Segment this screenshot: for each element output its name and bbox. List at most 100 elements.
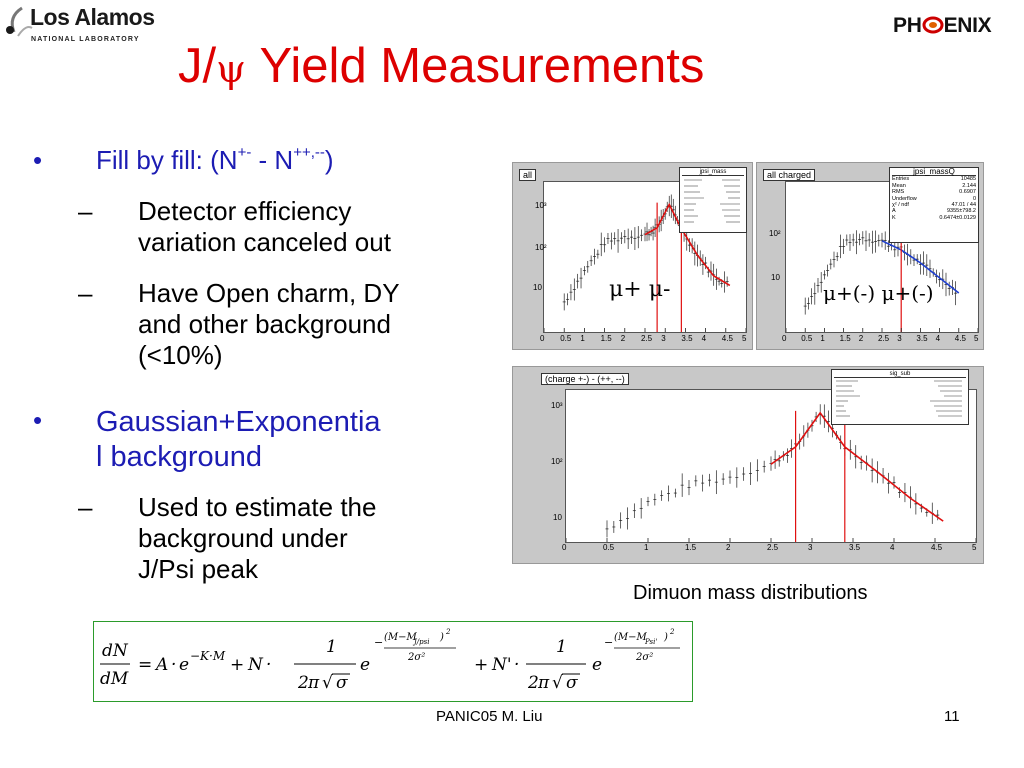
stat-row: Entries 10485 xyxy=(892,176,976,182)
stat-row: Underflow 0 xyxy=(892,196,976,202)
page-title: J/ψ Yield Measurements xyxy=(178,38,704,94)
y-tick: 10² xyxy=(551,457,563,466)
x-tick: 1.5 xyxy=(600,334,612,343)
x-tick: 2.5 xyxy=(641,334,653,343)
sub-bullet-line: background under xyxy=(138,523,348,553)
b1-sup1: +- xyxy=(237,144,252,161)
svg-text:A: A xyxy=(154,655,168,675)
stat-key: K xyxy=(892,214,896,221)
x-tick: 3.5 xyxy=(849,543,861,552)
stat-key: χ² / ndf xyxy=(892,202,909,209)
svg-text:J/psi: J/psi xyxy=(412,638,429,646)
sub-bullet-line: Detector efficiency xyxy=(138,196,352,226)
x-tick: 1 xyxy=(820,334,825,343)
x-tick: 3.5 xyxy=(681,334,693,343)
sub-bullet-open-charm: Have Open charm, DY and other background… xyxy=(138,278,400,371)
x-tick: 3 xyxy=(897,334,902,343)
svg-text:2σ²: 2σ² xyxy=(635,652,653,663)
x-tick: 4.5 xyxy=(721,334,733,343)
svg-text:e: e xyxy=(592,655,602,675)
bullet-fill-by-fill: Fill by fill: (N+- - N++,--) xyxy=(96,145,334,176)
dash-marker: – xyxy=(78,278,93,308)
plot-tag: all xyxy=(519,169,537,181)
plot-tag: (charge +-) - (++, --) xyxy=(541,373,629,385)
stat-value: 2.144 xyxy=(962,182,976,189)
stat-lines xyxy=(684,180,740,223)
svg-text:N': N' xyxy=(491,655,512,675)
lanl-subtitle: NATIONAL LABORATORY xyxy=(31,36,140,43)
y-tick: 10³ xyxy=(535,201,547,210)
bullet-dot: • xyxy=(33,145,43,175)
b1-mid: - N xyxy=(251,145,294,175)
formula-box: dN dM = A · e −K·M + N · 1 2 π √ σ e − (M−M J/… xyxy=(93,621,693,702)
mu-pair-label: μ+ μ- xyxy=(609,277,671,302)
x-tick: 1 xyxy=(644,543,649,552)
b1-main: Fill by fill: (N xyxy=(96,145,238,175)
svg-text:dN: dN xyxy=(102,641,129,661)
svg-text:√: √ xyxy=(322,673,333,693)
plot-svg-3 xyxy=(565,404,977,542)
fit-curve xyxy=(881,240,960,294)
svg-text:): ) xyxy=(439,632,444,643)
svg-text:2: 2 xyxy=(527,673,539,693)
lanl-emblem-icon xyxy=(6,6,33,37)
title-psi: ψ xyxy=(216,47,246,91)
svg-text:2: 2 xyxy=(669,628,675,636)
svg-text:(M−M: (M−M xyxy=(614,632,648,643)
plot-panel-all-charged: all charged jpsi_massQ Entries 10485 Mean 2… xyxy=(756,162,984,350)
y-tick: 10³ xyxy=(551,401,563,410)
x-tick: 4.5 xyxy=(954,334,966,343)
lanl-name: Los Alamos xyxy=(30,4,155,30)
svg-text:π: π xyxy=(307,673,320,693)
x-tick: 0 xyxy=(562,543,567,552)
stat-title: jpsi_mass xyxy=(682,169,744,177)
svg-text:π: π xyxy=(537,673,550,693)
svg-text:·: · xyxy=(266,655,271,675)
x-tick: 3 xyxy=(808,543,813,552)
x-tick: 2 xyxy=(620,334,626,343)
phenix-logo-pre: PH xyxy=(893,14,922,37)
b1-end: ) xyxy=(324,145,334,175)
phenix-emblem-icon xyxy=(922,16,944,34)
y-tick: 10 xyxy=(771,273,780,282)
stat-key: Underflow xyxy=(892,195,917,202)
mu-pair-label: μ+(-) μ+(-) xyxy=(823,281,934,305)
x-tick: 2.5 xyxy=(878,334,890,343)
dash-marker: – xyxy=(78,196,93,226)
x-tick: 1 xyxy=(580,334,585,343)
svg-text:=: = xyxy=(138,655,152,675)
stat-value: 0 xyxy=(972,195,976,202)
plot-panel-subtracted: (charge +-) - (++, --) sig_sub 10³ 10² 1… xyxy=(512,366,984,564)
y-tick: 10² xyxy=(769,229,781,238)
stat-value: 9355±798.2 xyxy=(946,208,976,215)
stat-row: Mean 2.144 xyxy=(892,183,976,189)
bullet-line: l background xyxy=(96,441,263,473)
formula-svg: dN dM = A · e −K·M + N · 1 2 π √ σ e − (M−M J/… xyxy=(100,628,680,693)
figure-caption: Dimuon mass distributions xyxy=(633,582,868,604)
bullet-dot: • xyxy=(33,405,43,435)
x-tick: 4.5 xyxy=(931,543,943,552)
svg-text:−: − xyxy=(374,636,383,649)
x-tick: 1.5 xyxy=(685,543,697,552)
svg-text:2: 2 xyxy=(297,673,309,693)
svg-text:Psi': Psi' xyxy=(644,638,657,646)
svg-text:2σ²: 2σ² xyxy=(407,652,425,663)
svg-text:N: N xyxy=(247,655,264,675)
svg-text:σ: σ xyxy=(566,673,578,693)
x-tick: 2.5 xyxy=(767,543,779,552)
stat-key: RMS xyxy=(892,189,905,196)
sub-bullet-detector: Detector efficiency variation canceled o… xyxy=(138,196,391,258)
stat-key: Entries xyxy=(892,176,910,183)
x-tick: 2 xyxy=(858,334,864,343)
sub-bullet-line: (<10%) xyxy=(138,340,223,370)
y-tick: 10 xyxy=(533,283,542,292)
plot-svg-1 xyxy=(543,194,747,332)
x-tick: 5 xyxy=(974,334,979,343)
bullet-line: Gaussian+Exponentia xyxy=(96,406,381,438)
page-number: 11 xyxy=(944,708,960,725)
fit-curve xyxy=(770,411,944,522)
svg-text:): ) xyxy=(663,632,668,643)
x-tick: 5 xyxy=(972,543,977,552)
svg-text:dM: dM xyxy=(100,669,129,689)
stat-value: 47.01 / 44 xyxy=(951,202,976,209)
